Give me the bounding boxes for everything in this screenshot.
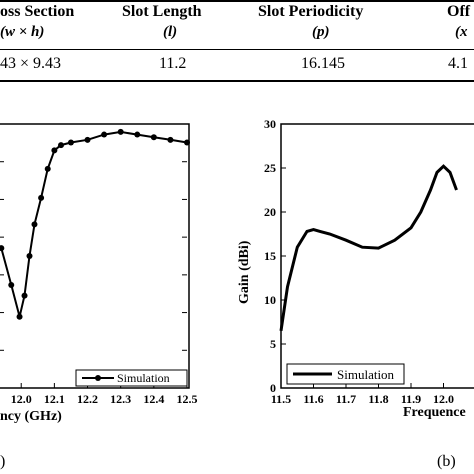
panel-b-y-tick-label: 5 — [270, 337, 276, 351]
panel-a-data-point — [44, 165, 51, 172]
header-cross-section: oss Section — [0, 3, 75, 20]
parameter-table: oss Section (w × h) Slot Length (l) Slot… — [0, 0, 474, 84]
panel-b-label: (b) — [437, 453, 456, 470]
cell-offset: 4.1 — [448, 55, 468, 72]
panel-b-y-tick-label: 15 — [264, 249, 276, 263]
header-offset-sub: (x — [455, 24, 468, 40]
panel-a-legend-text: Simulation — [117, 371, 170, 385]
panel-a-data-point — [21, 292, 28, 299]
panel-b-series-line — [279, 164, 458, 332]
panel-a-tick-labels: 12.0 12.1 12.2 12.3 12.4 12.5 — [11, 392, 198, 406]
panel-a-x-tick-label: 12.3 — [110, 392, 131, 406]
panel-b-x-tick-label: 11.8 — [368, 392, 388, 406]
cell-slot-length: 11.2 — [159, 55, 187, 72]
panel-b-y-tick-label: 25 — [264, 161, 276, 175]
panel-a-legend-marker — [95, 375, 101, 381]
panel-b-x-tick-label: 11.7 — [336, 392, 356, 406]
panel-a-data-point — [150, 134, 157, 141]
panel-a-data-point — [31, 221, 38, 228]
cell-cross-section: 43 × 9.43 — [0, 55, 62, 72]
panel-a-label: ) — [0, 453, 5, 470]
panel-a-frame — [0, 123, 190, 389]
panel-a-data-point — [117, 128, 124, 135]
panel-b-frame — [280, 123, 474, 389]
panel-b-x-tick-label: 12.0 — [433, 392, 454, 406]
panel-a-data-point — [184, 139, 190, 146]
panel-a-markers — [0, 128, 190, 320]
panel-b-y-tick-label: 20 — [264, 205, 276, 219]
panel-b-y-tick-labels: 0 5 10 15 20 25 30 — [264, 117, 276, 395]
panel-a-data-point — [67, 139, 74, 146]
header-cross-section-sub: (w × h) — [0, 24, 45, 40]
panel-a-x-tick-label: 12.4 — [143, 392, 164, 406]
panel-b-x-tick-label: 11.6 — [303, 392, 323, 406]
panel-a-x-tick-label: 12.1 — [44, 392, 65, 406]
panel-a-data-point — [134, 131, 141, 138]
header-offset: Off — [447, 3, 471, 20]
panel-b-x-tick-labels: 11.5 11.6 11.7 11.8 11.9 12.0 — [271, 392, 454, 406]
panel-a-data-point — [16, 313, 23, 320]
panel-a-data-point — [84, 136, 91, 143]
panel-a-data-point — [167, 136, 174, 143]
header-slot-periodicity-sub: (p) — [312, 24, 330, 40]
panel-a-data-point — [0, 245, 5, 252]
panel-a-xlabel: ncy (GHz) — [0, 409, 62, 424]
table-top-rule — [0, 0, 474, 2]
header-slot-length-sub: (l) — [163, 24, 178, 40]
header-slot-length: Slot Length — [122, 3, 202, 20]
panel-a-data-point — [51, 147, 58, 154]
panel-b-legend-box — [286, 363, 405, 385]
panel-a-data-point — [8, 282, 15, 289]
panel-a-data-point — [38, 194, 45, 201]
panel-a-x-tick-label: 12.0 — [11, 392, 32, 406]
table-bottom-rule — [0, 80, 474, 82]
panel-b-y-tick-label: 0 — [270, 381, 276, 395]
panel-b-legend-text: Simulation — [337, 367, 395, 382]
panel-b-y-tick-label: 30 — [264, 117, 276, 131]
panel-a: 12.0 12.1 12.2 12.3 12.4 12.5 Simulation ncy … — [0, 123, 198, 470]
table-mid-rule — [0, 49, 474, 50]
panel-b-y-tick-label: 10 — [264, 293, 276, 307]
cell-slot-periodicity: 16.145 — [301, 55, 345, 72]
panel-a-x-tick-label: 12.2 — [77, 392, 98, 406]
panel-a-data-point — [101, 131, 108, 138]
panel-a-data-point — [58, 142, 64, 149]
panel-a-x-tick-label: 12.5 — [177, 392, 198, 406]
panel-b-xlabel: Frequence — [403, 405, 466, 420]
panel-a-series-line — [0, 130, 188, 317]
panel-a-legend-box — [75, 369, 188, 387]
panel-b-x-tick-label: 11.9 — [401, 392, 421, 406]
panel-b-x-tick-label: 11.5 — [271, 392, 291, 406]
figure-panels: 12.0 12.1 12.2 12.3 12.4 12.5 Simulation ncy … — [0, 117, 474, 470]
panel-a-data-point — [26, 253, 33, 259]
panel-b-ticks — [280, 123, 444, 389]
header-slot-periodicity: Slot Periodicity — [258, 3, 364, 20]
panel-b-ylabel: Gain (dBi) — [237, 240, 252, 304]
panel-b: 0 5 10 15 20 25 30 11.5 11.6 11.7 11.8 11.9 12.0 Si… — [237, 117, 474, 470]
